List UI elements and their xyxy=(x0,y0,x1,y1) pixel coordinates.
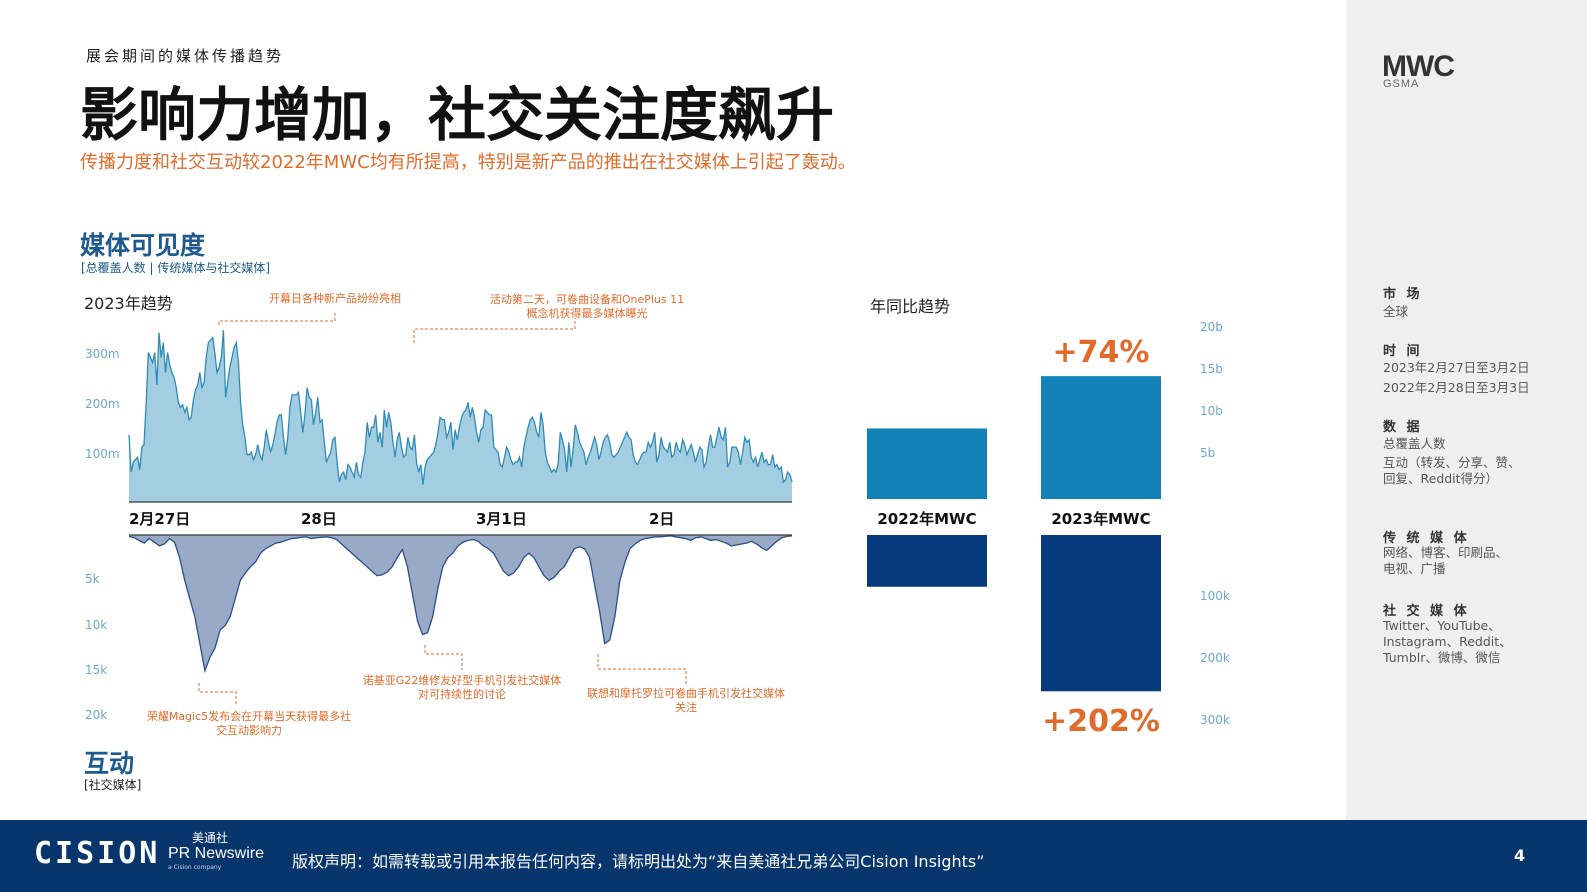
media-section-subtitle: [总覆盖人数 | 传统媒体与社交媒体] xyxy=(81,261,271,275)
callout-line-lenovo xyxy=(597,654,687,684)
callout-line-honor xyxy=(198,683,237,704)
mwc-logo: MWC xyxy=(1382,50,1455,83)
annotation-texts: 开幕日各种新产品纷纷亮相 活动第二天，可卷曲设备和OnePlus 11 概念机获… xyxy=(147,291,785,737)
annotation-opening-day: 开幕日各种新产品纷纷亮相 xyxy=(269,291,401,305)
engagement-bar xyxy=(1041,535,1161,692)
callout-line-day-two xyxy=(413,318,576,343)
annotation-day-two-line1: 活动第二天，可卷曲设备和OnePlus 11 xyxy=(490,292,684,306)
visibility-area-chart xyxy=(128,330,793,503)
engagement-yoy-y-tick: 300k xyxy=(1200,713,1230,727)
engagement-yoy-y-tick: 100k xyxy=(1200,589,1230,603)
prnewswire-logo: PR Newswire xyxy=(168,845,265,862)
sidebar-traditional-line1: 网络、博客、印刷品、 xyxy=(1383,545,1509,560)
page-number: 4 xyxy=(1514,846,1526,865)
annotation-nokia-line2: 对可持续性的讨论 xyxy=(418,687,506,701)
sidebar-social-line2: Instagram、Reddit、 xyxy=(1383,634,1512,649)
visibility-y-tick: 100m xyxy=(85,447,120,461)
gsma-logo-text: GSMA xyxy=(1383,78,1420,90)
yoy-category-label: 2023年MWC xyxy=(1051,510,1150,528)
sidebar-market-heading: 市 场 xyxy=(1383,287,1423,302)
annotation-honor-line2: 交互动影响力 xyxy=(216,723,282,737)
prnewswire-logo-cn: 美通社 xyxy=(192,831,229,845)
engagement-y-axis: 5k 10k 15k 20k xyxy=(85,572,107,722)
sidebar-market-value: 全球 xyxy=(1383,304,1409,319)
visibility-yoy-y-tick: 5b xyxy=(1200,446,1215,460)
trend-x-axis: 2月27日 28日 3月1日 2日 xyxy=(129,510,674,528)
visibility-yoy-y-tick: 20b xyxy=(1200,320,1223,334)
visibility-y-tick: 300m xyxy=(85,347,120,361)
yoy-panel-title: 年同比趋势 xyxy=(870,297,951,316)
visibility-series-line xyxy=(128,330,793,485)
sidebar-data-heading: 数 据 xyxy=(1383,420,1423,435)
kicker: 展会期间的媒体传播趋势 xyxy=(86,47,285,65)
visibility-y-tick: 200m xyxy=(85,397,120,411)
visibility-change-label: +74% xyxy=(1053,335,1150,370)
copyright-notice: 版权声明：如需转载或引用本报告任何内容，请标明出处为“来自美通社兄弟公司Cisi… xyxy=(292,852,985,871)
engagement-area-fill xyxy=(129,535,792,671)
annotation-lenovo-line1: 联想和摩托罗拉可卷曲手机引发社交媒体 xyxy=(587,686,785,700)
visibility-area-fill xyxy=(129,330,792,502)
cision-logo: CISION xyxy=(34,836,161,871)
page-title: 影响力增加，社交关注度飙升 xyxy=(80,81,835,149)
sidebar-traditional-line2: 电视、广播 xyxy=(1383,561,1446,576)
sidebar-social-line1: Twitter、YouTube、 xyxy=(1383,618,1501,633)
x-tick-label: 3月1日 xyxy=(476,510,527,528)
visibility-bar xyxy=(867,428,987,499)
callout-line-nokia xyxy=(424,645,463,670)
sidebar-panel xyxy=(1346,0,1587,820)
sidebar-data-line2: 互动（转发、分享、赞、 xyxy=(1383,455,1521,470)
annotation-callouts xyxy=(198,311,687,704)
page-subtitle: 传播力度和社交互动较2022年MWC均有所提高，特别是新产品的推出在社交媒体上引… xyxy=(80,152,856,173)
sidebar-time-2023: 2023年2月27日至3月2日 xyxy=(1383,360,1530,375)
annotation-day-two-line2: 概念机获得最多媒体曝光 xyxy=(527,306,648,320)
annotation-lenovo-line2: 关注 xyxy=(675,700,697,714)
sidebar-social-line3: Tumblr、微博、微信 xyxy=(1383,650,1501,665)
x-tick-label: 2日 xyxy=(649,510,674,528)
visibility-bar xyxy=(1041,376,1161,499)
footer-bar xyxy=(0,820,1587,892)
annotation-honor-line1: 荣耀Magic5发布会在开幕当天获得最多社 xyxy=(147,709,351,723)
callout-line-opening-day xyxy=(218,311,336,325)
sidebar-data-line1: 总覆盖人数 xyxy=(1383,436,1446,451)
x-tick-label: 2月27日 xyxy=(129,510,190,528)
sidebar-time-heading: 时 间 xyxy=(1383,344,1423,359)
engagement-area-chart xyxy=(128,534,793,674)
visibility-y-axis: 100m 200m 300m xyxy=(85,347,120,461)
prnewswire-tagline: a Cision company xyxy=(168,864,222,871)
visibility-yoy-y-tick: 15b xyxy=(1200,362,1223,376)
x-tick-label: 28日 xyxy=(301,510,337,528)
yoy-category-label: 2022年MWC xyxy=(877,510,976,528)
engagement-section-subtitle: [社交媒体] xyxy=(84,778,142,792)
sidebar-data-line3: 回复、Reddit得分） xyxy=(1383,471,1499,486)
sidebar-social-heading: 社 交 媒 体 xyxy=(1383,604,1470,619)
engagement-y-tick: 15k xyxy=(85,663,107,677)
engagement-y-tick: 5k xyxy=(85,572,100,586)
engagement-bar xyxy=(867,535,987,587)
sidebar-time-2022: 2022年2月28日至3月3日 xyxy=(1383,380,1530,395)
sidebar-traditional-heading: 传 统 媒 体 xyxy=(1383,531,1470,546)
engagement-section-title: 互动 xyxy=(84,749,135,778)
visibility-yoy-y-tick: 10b xyxy=(1200,404,1223,418)
engagement-y-tick: 10k xyxy=(85,618,107,632)
engagement-change-label: +202% xyxy=(1042,704,1160,739)
yoy-bar-chart: 2022年MWC 2023年MWC +74% +202% 5b 10b 15b 20b 100k… xyxy=(867,320,1230,739)
trend-panel-title: 2023年趋势 xyxy=(84,294,173,313)
media-section-title: 媒体可见度 xyxy=(80,231,206,260)
engagement-yoy-y-tick: 200k xyxy=(1200,651,1230,665)
engagement-y-tick: 20k xyxy=(85,708,107,722)
engagement-series-line xyxy=(128,535,793,674)
annotation-nokia-line1: 诺基亚G22维修友好型手机引发社交媒体 xyxy=(363,673,562,687)
